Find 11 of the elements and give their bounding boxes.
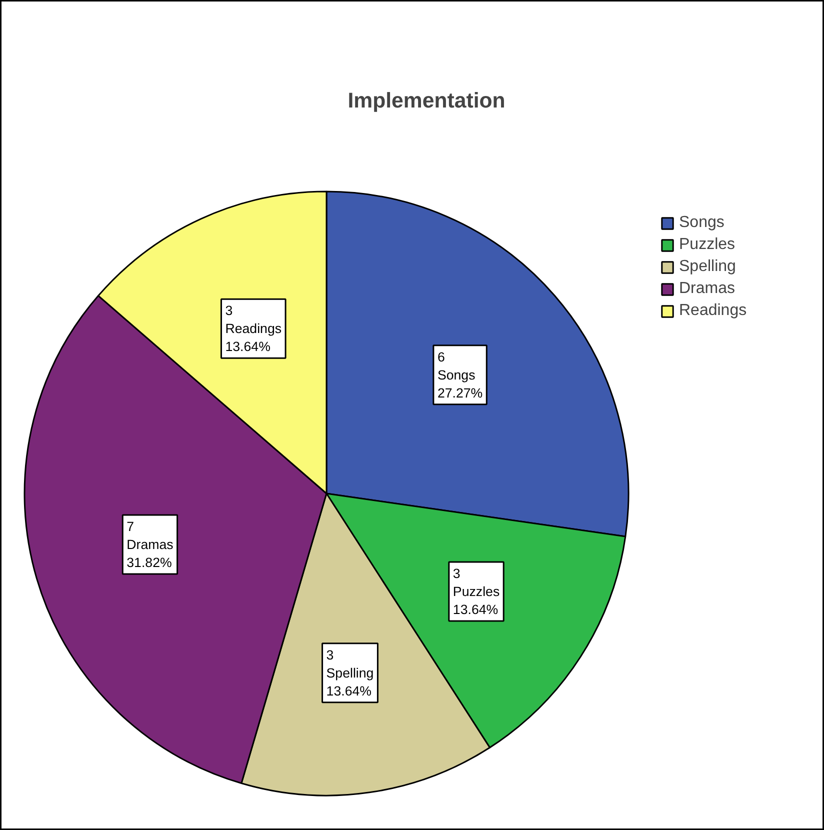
legend-label: Dramas — [679, 280, 736, 298]
legend-label: Songs — [679, 214, 724, 232]
data-label: 7 Dramas 31.82% — [126, 519, 174, 570]
legend-label: Spelling — [679, 258, 736, 276]
legend-label: Puzzles — [679, 236, 736, 254]
data-label: 3 Readings 13.64% — [225, 303, 282, 354]
legend-label: Readings — [679, 302, 747, 320]
data-label: 3 Puzzles 13.64% — [452, 566, 500, 617]
data-label: 6 Songs 27.27% — [437, 349, 483, 400]
data-label: 3 Spelling 13.64% — [326, 647, 374, 698]
chart-title: Implementation — [348, 88, 506, 112]
